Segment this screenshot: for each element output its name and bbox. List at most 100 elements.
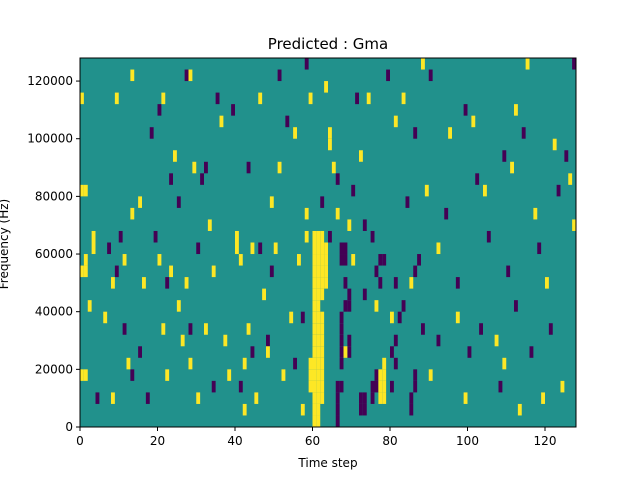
heatmap-cell-high: [300, 403, 305, 416]
heatmap-cell-high: [471, 115, 476, 128]
heatmap-cell-high: [514, 104, 518, 116]
heatmap-cell-low: [339, 357, 344, 370]
heatmap-cell-low: [188, 323, 193, 335]
heatmap-cell-low: [339, 346, 344, 358]
heatmap-cell-low: [95, 392, 100, 404]
heatmap-cell-low: [521, 127, 526, 139]
heatmap-cell-high: [320, 392, 325, 404]
heatmap-cell-low: [250, 346, 255, 358]
heatmap-cell-high: [374, 300, 379, 312]
heatmap-cell-high: [114, 92, 119, 105]
x-tick-label: 120: [534, 434, 557, 448]
heatmap-cell-low: [118, 230, 123, 243]
heatmap-cell-low: [196, 242, 201, 255]
heatmap-cell-low: [347, 346, 352, 358]
heatmap-cell-high: [378, 380, 383, 393]
heatmap-cell-high: [312, 242, 317, 255]
heatmap-cell-low: [153, 230, 158, 243]
heatmap-cell-high: [312, 415, 317, 427]
heatmap-cell-high: [324, 254, 328, 266]
heatmap-cell-low: [362, 403, 367, 416]
heatmap-cell-high: [281, 369, 286, 381]
heatmap-cell-low: [393, 334, 398, 347]
heatmap-cell-low: [409, 403, 414, 416]
heatmap-cell-high: [316, 323, 321, 335]
heatmap-cell-high: [312, 254, 317, 266]
heatmap-cell-high: [320, 346, 325, 358]
heatmap-cell-low: [138, 346, 142, 358]
heatmap-cell-high: [258, 92, 263, 105]
heatmap-cell-high: [541, 392, 545, 404]
heatmap-cell-high: [378, 392, 383, 404]
heatmap-cell-high: [316, 334, 321, 347]
heatmap-cell-high: [316, 380, 321, 393]
heatmap-cell-low: [130, 369, 135, 381]
heatmap-cell-high: [316, 300, 321, 312]
heatmap-cell-low: [343, 242, 348, 255]
x-tick-label: 60: [305, 434, 320, 448]
heatmap-cell-high: [359, 150, 363, 162]
x-tick-label: 20: [150, 434, 165, 448]
heatmap-cell-high: [312, 230, 317, 243]
heatmap-cell-low: [339, 334, 344, 347]
heatmap-cell-low: [413, 265, 418, 278]
heatmap-cell-low: [277, 69, 282, 82]
heatmap-cell-low: [564, 150, 569, 162]
heatmap-cell-low: [300, 311, 305, 324]
y-tick-label: 100000: [27, 132, 73, 146]
heatmap-cell-high: [80, 265, 84, 278]
heatmap-cell-high: [316, 254, 321, 266]
heatmap-cell-low: [238, 380, 243, 393]
heatmap-cell-high: [262, 288, 266, 301]
heatmap-cell-low: [359, 392, 363, 404]
x-tick-label: 100: [456, 434, 479, 448]
x-tick-label: 80: [382, 434, 397, 448]
heatmap-cell-high: [316, 277, 321, 289]
heatmap-cell-low: [359, 403, 363, 416]
heatmap-cell-high: [111, 277, 115, 289]
heatmap-cell-low: [374, 265, 379, 278]
heatmap-cell-high: [312, 346, 317, 358]
heatmap-cell-high: [320, 242, 325, 255]
heatmap-cell-low: [335, 415, 340, 427]
heatmap-cell-low: [475, 173, 480, 185]
heatmap-cell-high: [161, 92, 166, 105]
heatmap-cell-low: [211, 380, 216, 393]
heatmap-cell-high: [126, 357, 131, 370]
heatmap-cell-high: [207, 219, 212, 231]
heatmap-cell-high: [83, 265, 88, 278]
heatmap-cell-high: [91, 230, 96, 243]
heatmap-cell-low: [145, 392, 150, 404]
y-tick-label: 80000: [35, 189, 73, 203]
y-axis-label: Frequency (Hz): [0, 199, 11, 290]
heatmap-cell-low: [347, 300, 352, 312]
heatmap-cell-high: [428, 369, 433, 381]
heatmap-cell-high: [312, 323, 317, 335]
heatmap-cell-high: [316, 311, 321, 324]
heatmap-cell-low: [266, 334, 270, 347]
heatmap-cell-low: [413, 380, 418, 393]
heatmap-cell-low: [304, 58, 309, 70]
heatmap-cell-high: [227, 369, 232, 381]
heatmap-cell-high: [273, 242, 278, 255]
heatmap-cell-high: [545, 277, 549, 289]
heatmap-cell-low: [320, 196, 325, 208]
heatmap-cell-high: [324, 242, 328, 255]
heatmap-cell-high: [390, 311, 394, 324]
heatmap-cell-low: [386, 69, 390, 82]
heatmap-cell-high: [320, 380, 325, 393]
heatmap-cell-high: [192, 161, 197, 174]
heatmap-cell-high: [483, 184, 487, 197]
heatmap-cell-high: [393, 115, 398, 128]
heatmap-cell-high: [169, 265, 173, 278]
heatmap-cell-low: [486, 230, 491, 243]
heatmap-cell-high: [235, 242, 239, 255]
heatmap-cell-high: [211, 265, 216, 278]
heatmap-cell-high: [83, 254, 88, 266]
heatmap-cell-high: [269, 196, 274, 208]
heatmap-cell-high: [289, 311, 294, 324]
heatmap-cell-high: [130, 207, 135, 220]
heatmap-cell-high: [138, 196, 142, 208]
heatmap-cell-low: [335, 173, 340, 185]
heatmap-cell-low: [285, 115, 290, 128]
